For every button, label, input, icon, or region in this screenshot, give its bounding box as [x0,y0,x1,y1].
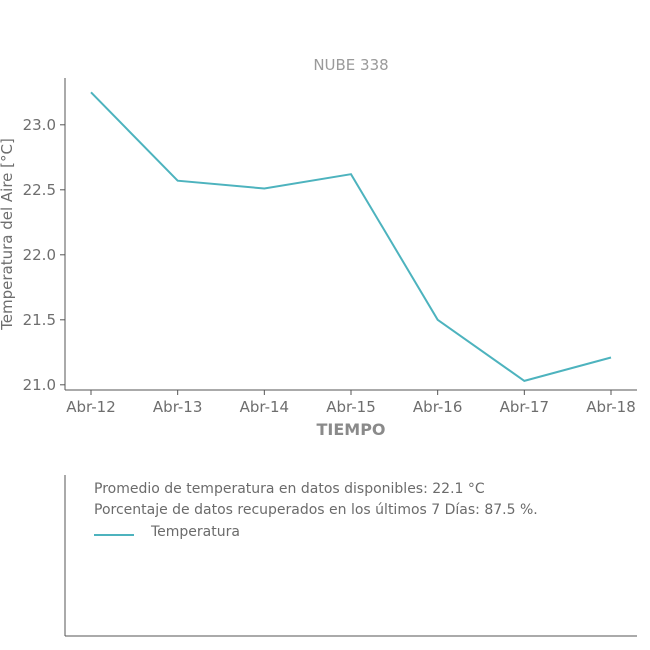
y-tick-label: 23.0 [23,116,56,134]
x-tick-label: Abr-16 [413,398,463,416]
recovered-data-text: Porcentaje de datos recuperados en los ú… [94,502,538,518]
legend-swatch-temperatura [94,534,134,536]
y-tick-label: 22.5 [23,181,56,199]
x-tick-label: Abr-15 [326,398,376,416]
y-tick-label: 21.5 [23,311,56,329]
y-ticks: 21.0 21.5 22.0 22.5 23.0 [23,116,65,394]
x-axis-label: TIEMPO [316,420,385,439]
legend-label-temperatura: Temperatura [151,524,240,540]
x-tick-label: Abr-13 [153,398,203,416]
x-tick-label: Abr-17 [500,398,550,416]
average-temperature-text: Promedio de temperatura en datos disponi… [94,481,485,497]
series-line-temperatura [90,91,612,382]
x-tick-label: Abr-14 [240,398,290,416]
x-ticks: Abr-12 Abr-13 Abr-14 Abr-15 Abr-16 Abr-17 Abr-… [66,390,636,416]
x-tick-label: Abr-18 [586,398,636,416]
y-tick-label: 21.0 [23,376,56,394]
chart-title: NUBE 338 [313,56,388,74]
y-axis-label: Temperatura del Aire [°C] [0,138,16,331]
y-tick-label: 22.0 [23,246,56,264]
x-tick-label: Abr-12 [66,398,116,416]
